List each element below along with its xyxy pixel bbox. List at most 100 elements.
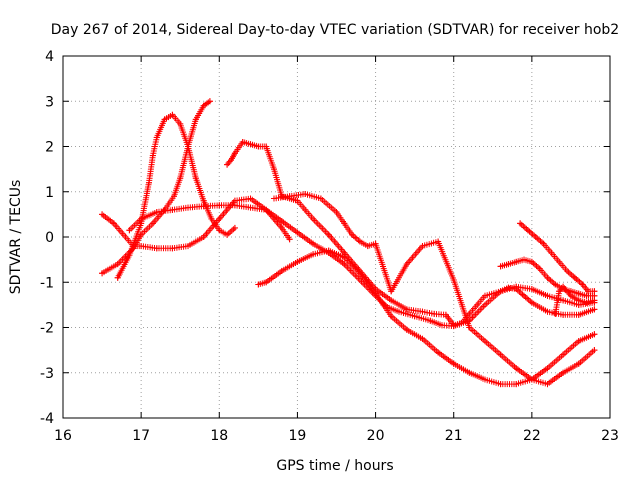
data-point bbox=[263, 143, 270, 150]
data-point bbox=[497, 351, 504, 358]
data-point bbox=[294, 197, 301, 204]
data-point bbox=[126, 252, 133, 259]
data-point bbox=[450, 360, 457, 367]
data-point bbox=[556, 258, 563, 265]
x-tick-label: 20 bbox=[367, 428, 385, 444]
data-point bbox=[552, 281, 559, 288]
data-point bbox=[185, 204, 192, 211]
x-tick-label: 21 bbox=[445, 428, 463, 444]
data-point bbox=[540, 240, 547, 247]
data-point bbox=[170, 193, 177, 200]
data-point bbox=[206, 98, 213, 105]
data-point bbox=[161, 206, 168, 213]
data-point bbox=[169, 111, 176, 118]
data-point bbox=[356, 276, 363, 283]
x-axis-label: GPS time / hours bbox=[276, 458, 393, 474]
data-point bbox=[591, 288, 598, 295]
data-point bbox=[372, 290, 379, 297]
data-point bbox=[513, 381, 520, 388]
data-point bbox=[247, 141, 254, 148]
y-tick-label: -1 bbox=[40, 275, 54, 291]
data-series bbox=[99, 98, 598, 388]
data-point bbox=[388, 297, 395, 304]
data-point bbox=[517, 220, 524, 227]
data-point bbox=[122, 234, 129, 240]
x-tick-label: 22 bbox=[523, 428, 541, 444]
data-point bbox=[431, 310, 438, 317]
x-tick-label: 18 bbox=[210, 428, 228, 444]
data-point bbox=[458, 319, 465, 326]
data-point bbox=[200, 234, 207, 240]
data-point bbox=[591, 347, 598, 354]
y-tick-label: -4 bbox=[40, 411, 54, 427]
data-point bbox=[513, 258, 520, 265]
data-point bbox=[497, 288, 504, 295]
data-point bbox=[99, 211, 106, 218]
data-point bbox=[528, 376, 535, 383]
data-point bbox=[341, 261, 348, 268]
data-point bbox=[419, 243, 426, 250]
data-point bbox=[396, 308, 403, 315]
data-point bbox=[169, 206, 176, 213]
data-point bbox=[575, 297, 582, 304]
series-arc-10 bbox=[552, 283, 598, 317]
data-point bbox=[200, 203, 207, 210]
data-point bbox=[149, 152, 156, 159]
data-point bbox=[356, 238, 363, 245]
data-point bbox=[548, 249, 555, 256]
data-point bbox=[403, 306, 410, 313]
data-point bbox=[579, 281, 586, 288]
data-point bbox=[224, 231, 231, 238]
y-tick-label: 3 bbox=[45, 94, 54, 110]
data-point bbox=[200, 102, 207, 109]
data-point bbox=[149, 220, 156, 227]
data-point bbox=[521, 292, 528, 299]
x-tick-label: 23 bbox=[601, 428, 619, 444]
data-point bbox=[325, 231, 332, 238]
data-point bbox=[216, 202, 223, 209]
data-point bbox=[110, 220, 117, 227]
data-point bbox=[302, 206, 309, 213]
data-point bbox=[560, 283, 567, 290]
data-point bbox=[114, 261, 121, 268]
data-point bbox=[208, 215, 215, 222]
data-point bbox=[294, 229, 301, 236]
data-point bbox=[255, 281, 262, 288]
data-point bbox=[231, 224, 238, 231]
data-point bbox=[544, 381, 551, 388]
data-point bbox=[153, 134, 160, 141]
series-arc-9 bbox=[517, 220, 598, 295]
series-arc-3 bbox=[114, 111, 238, 281]
data-point bbox=[575, 360, 582, 367]
data-point bbox=[99, 270, 106, 277]
data-point bbox=[247, 195, 254, 202]
x-tick-label: 16 bbox=[54, 428, 72, 444]
data-point bbox=[575, 311, 582, 318]
series-arc-8 bbox=[497, 256, 598, 299]
data-point bbox=[435, 238, 442, 245]
data-point bbox=[161, 116, 168, 123]
data-point bbox=[278, 267, 285, 274]
data-point bbox=[380, 301, 387, 308]
data-point bbox=[145, 179, 152, 186]
data-point bbox=[544, 274, 551, 281]
chart-title: Day 267 of 2014, Sidereal Day-to-day VTE… bbox=[51, 22, 619, 38]
y-tick-label: -3 bbox=[40, 366, 54, 382]
data-point bbox=[591, 306, 598, 313]
data-point bbox=[564, 267, 571, 274]
data-point bbox=[310, 240, 317, 247]
data-point bbox=[138, 215, 145, 222]
data-point bbox=[466, 369, 473, 376]
data-point bbox=[583, 299, 590, 306]
data-point bbox=[528, 299, 535, 306]
data-point bbox=[153, 209, 160, 216]
data-point bbox=[177, 120, 184, 127]
data-point bbox=[450, 276, 457, 283]
data-point bbox=[481, 338, 488, 345]
data-point bbox=[270, 195, 277, 202]
data-point bbox=[474, 301, 481, 308]
data-point bbox=[442, 311, 449, 318]
data-point bbox=[435, 349, 442, 356]
data-point bbox=[114, 274, 121, 281]
data-point bbox=[466, 310, 473, 317]
